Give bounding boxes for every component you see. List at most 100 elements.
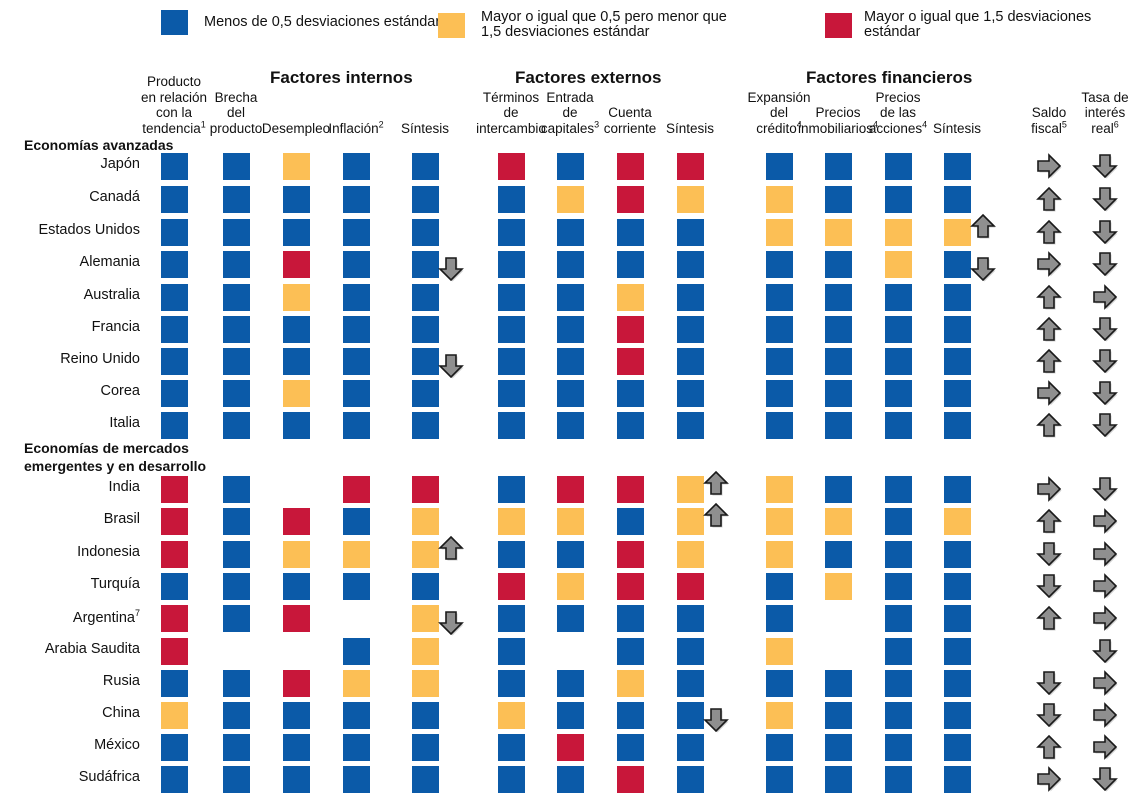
heatmap-cell-low xyxy=(884,379,912,407)
fiscal-up-arrow-icon xyxy=(1036,412,1062,438)
heatmap-cell-mid xyxy=(282,379,310,407)
heatmap-cell-low xyxy=(556,283,584,311)
heatmap-cell-low xyxy=(160,250,188,278)
heatmap-cell-low xyxy=(884,347,912,375)
heatmap-cell-low xyxy=(616,411,644,439)
heatmap-cell-low xyxy=(282,218,310,246)
heatmap-cell-low xyxy=(411,572,439,600)
heatmap-cell-mid xyxy=(411,604,439,632)
heatmap-cell-low xyxy=(884,315,912,343)
heatmap-cell-low xyxy=(765,411,793,439)
heatmap-cell-low xyxy=(497,604,525,632)
fiscal-up-arrow-icon xyxy=(1036,734,1062,760)
heatmap-cell-high xyxy=(497,572,525,600)
row-label: Reino Unido xyxy=(60,351,140,367)
heatmap-cell-low xyxy=(884,637,912,665)
heatmap-cell-high xyxy=(616,475,644,503)
heatmap-cell-low xyxy=(556,250,584,278)
heatmap-cell-low xyxy=(824,379,852,407)
heatmap-cell-low xyxy=(160,315,188,343)
fiscal-up-arrow-icon xyxy=(1036,348,1062,374)
heatmap-cell-low xyxy=(676,379,704,407)
heatmap-cell-low xyxy=(884,475,912,503)
heatmap-cell-low xyxy=(160,218,188,246)
heatmap-cell-mid xyxy=(765,637,793,665)
heatmap-cell-high xyxy=(160,507,188,535)
heatmap-cell-low xyxy=(765,379,793,407)
fiscal-down-arrow-icon xyxy=(1036,542,1062,567)
rate-down-arrow-icon xyxy=(1092,381,1118,406)
heatmap-cell-low xyxy=(411,152,439,180)
heatmap-cell-high xyxy=(676,572,704,600)
fiscal-right-arrow-icon xyxy=(1037,476,1062,502)
heatmap-cell-mid xyxy=(342,540,370,568)
row-label: India xyxy=(108,479,140,495)
fiscal-up-arrow-icon xyxy=(1036,316,1062,342)
legend-swatch-high xyxy=(825,12,852,38)
heatmap-cell-mid xyxy=(342,669,370,697)
heatmap-cell-low xyxy=(676,347,704,375)
heatmap-cell-low xyxy=(556,604,584,632)
fiscal-up-arrow-icon xyxy=(1036,508,1062,534)
row-label: Alemania xyxy=(79,254,140,270)
heatmap-cell-low xyxy=(884,540,912,568)
column-header-3: Inflación2 xyxy=(328,119,384,136)
heatmap-cell-low xyxy=(222,283,250,311)
heatmap-cell-low xyxy=(765,315,793,343)
heatmap-cell-low xyxy=(616,604,644,632)
fiscal-right-arrow-icon xyxy=(1037,251,1062,277)
column-footnote: 5 xyxy=(1061,119,1067,129)
heatmap-cell-high xyxy=(616,765,644,793)
rate-down-arrow-icon xyxy=(1092,220,1118,245)
heatmap-cell-low xyxy=(497,315,525,343)
fiscal-down-arrow-icon xyxy=(1036,703,1062,728)
heatmap-cell-low xyxy=(497,347,525,375)
heatmap-cell-low xyxy=(676,733,704,761)
heatmap-cell-low xyxy=(824,475,852,503)
heatmap-cell-mid xyxy=(765,701,793,729)
heatmap-cell-mid xyxy=(616,283,644,311)
heatmap-cell-low xyxy=(943,379,971,407)
legend-item-high: Mayor o igual que 1,5 desviaciones están… xyxy=(825,10,1144,40)
heatmap-cell-low xyxy=(676,637,704,665)
heatmap-cell-low xyxy=(556,315,584,343)
column-header-8: Síntesis xyxy=(665,120,715,136)
legend-text-mid: Mayor o igual que 0,5 pero menor que 1,5… xyxy=(481,9,727,40)
heatmap-cell-low xyxy=(342,637,370,665)
heatmap-cell-low xyxy=(943,669,971,697)
heatmap-cell-mid xyxy=(765,507,793,535)
row-label: Indonesia xyxy=(77,544,140,560)
heatmap-cell-mid xyxy=(497,507,525,535)
heatmap-cell-mid xyxy=(556,507,584,535)
heatmap-cell-low xyxy=(411,283,439,311)
rate-down-arrow-icon xyxy=(1092,252,1118,277)
heatmap-cell-low xyxy=(497,669,525,697)
fiscal-right-arrow-icon xyxy=(1037,380,1062,406)
heatmap-cell-low xyxy=(765,347,793,375)
heatmap-cell-mid xyxy=(765,185,793,213)
heatmap-cell-low xyxy=(160,765,188,793)
row-label: Corea xyxy=(100,383,141,399)
legend-swatch-mid xyxy=(438,12,465,38)
column-footnote: 6 xyxy=(1113,119,1119,129)
heatmap-cell-mid xyxy=(411,669,439,697)
column-header-1: Brecha del producto xyxy=(209,89,263,136)
heatmap-cell-low xyxy=(884,701,912,729)
heatmap-cell-low xyxy=(497,540,525,568)
row-label: Turquía xyxy=(90,576,140,592)
heatmap-cell-low xyxy=(824,152,852,180)
heatmap-cell-low xyxy=(222,701,250,729)
heatmap-cell-low xyxy=(556,379,584,407)
row-label: Japón xyxy=(100,156,140,172)
heatmap-cell-mid xyxy=(676,475,704,503)
column-footnote: 4 xyxy=(796,119,802,129)
trend-down-arrow-icon xyxy=(437,611,464,636)
heatmap-cell-low xyxy=(342,315,370,343)
heatmap-cell-mid xyxy=(884,250,912,278)
heatmap-cell-low xyxy=(160,669,188,697)
heatmap-cell-low xyxy=(824,411,852,439)
heatmap-cell-low xyxy=(556,669,584,697)
heatmap-cell-high xyxy=(160,637,188,665)
heatmap-cell-low xyxy=(342,572,370,600)
heatmap-cell-low xyxy=(222,152,250,180)
